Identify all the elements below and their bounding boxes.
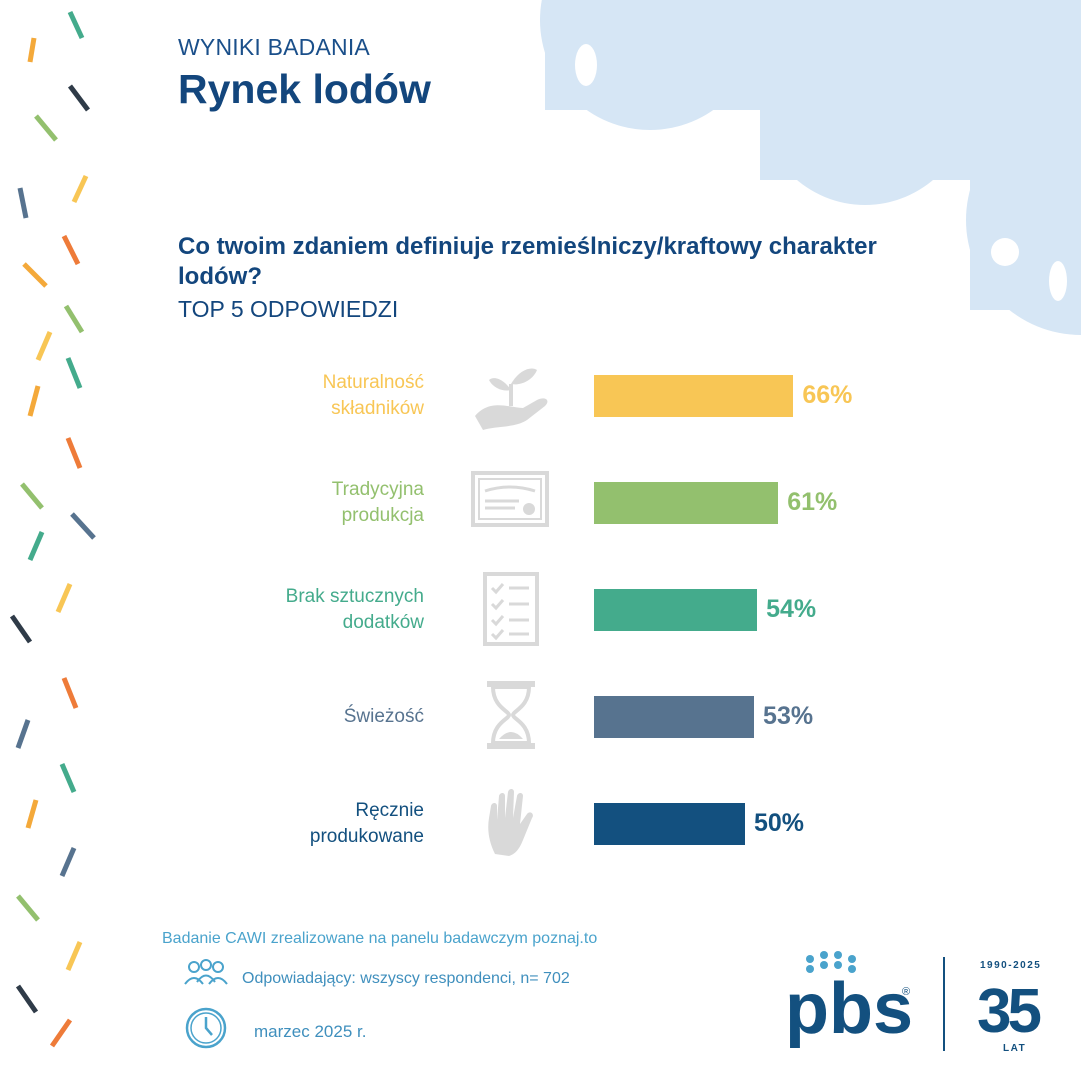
sprinkle: [27, 531, 45, 561]
survey-note: Badanie CAWI zrealizowane na panelu bada…: [162, 930, 598, 947]
cloud-highlights: [575, 44, 1067, 301]
hourglass-icon: [487, 681, 535, 749]
sprinkle: [35, 331, 53, 361]
respondents-info: Odpowiadający: wszyscy respondenci, n= 7…: [242, 970, 570, 987]
certificate-icon: [471, 471, 549, 527]
category-label: Ręcznie produkowane: [309, 800, 424, 847]
sprinkle: [65, 437, 83, 469]
sprinkle: [67, 10, 85, 40]
survey-date: marzec 2025 r.: [254, 1022, 367, 1041]
category-label: Brak sztucznych dodatków: [285, 586, 424, 633]
value-label: 50%: [754, 809, 805, 837]
question-subtitle: TOP 5 ODPOWIEDZI: [178, 296, 399, 322]
sprinkle: [65, 941, 83, 971]
hand-icon: [488, 789, 533, 856]
pbs-dots-icon: [806, 951, 856, 973]
sprinkle: [63, 304, 85, 334]
sprinkle: [34, 114, 58, 142]
clock-icon: [185, 1007, 227, 1049]
value-label: 66%: [802, 381, 853, 409]
registered-mark: ®: [902, 986, 910, 998]
anniversary-number: 35: [977, 977, 1040, 1046]
sprinkle: [71, 174, 89, 204]
sprinkle: [59, 763, 77, 793]
anniversary-unit: LAT: [1003, 1043, 1026, 1054]
sprinkle: [9, 614, 33, 644]
sprinkle: [20, 482, 44, 510]
category-label: Naturalność składników: [322, 372, 424, 419]
bar: [594, 696, 755, 738]
plant-in-hand-icon: [475, 368, 548, 430]
sprinkle: [25, 799, 39, 829]
sprinkle: [17, 187, 29, 219]
sprinkle: [59, 847, 77, 877]
pbs-35-logo: pbs ® 1990-2025 35 LAT: [785, 951, 1044, 1054]
bar: [594, 482, 779, 524]
pbs-brand-text: pbs: [785, 969, 913, 1049]
sprinkle: [61, 234, 81, 266]
sprinkle: [65, 357, 83, 389]
sprinkle: [15, 984, 39, 1014]
value-label: 61%: [787, 488, 838, 516]
sprinkle: [55, 583, 73, 613]
bar: [594, 803, 745, 845]
sprinkle: [15, 719, 31, 749]
report-eyebrow: WYNIKI BADANIA: [178, 34, 370, 60]
survey-question: Co twoim zdaniem definiuje rzemieślniczy…: [178, 233, 877, 290]
sprinkle: [68, 84, 90, 112]
sprinkle: [16, 894, 40, 922]
sprinkle: [70, 512, 96, 540]
bar: [594, 589, 758, 631]
bar: [594, 375, 794, 417]
category-label: Tradycyjna produkcja: [331, 479, 424, 526]
sprinkles-decoration: [9, 10, 96, 1048]
sprinkle: [27, 37, 37, 63]
sprinkle: [61, 677, 79, 709]
checklist-icon: [483, 572, 539, 646]
sprinkle: [27, 385, 41, 417]
sprinkle: [22, 262, 48, 288]
value-label: 53%: [763, 702, 814, 730]
category-label: Świeżość: [343, 706, 424, 727]
sprinkle: [49, 1018, 73, 1048]
page-title: Rynek lodów: [178, 66, 431, 112]
years-text: 1990-2025: [980, 960, 1041, 971]
people-icon: [184, 959, 228, 985]
value-label: 54%: [766, 595, 817, 623]
